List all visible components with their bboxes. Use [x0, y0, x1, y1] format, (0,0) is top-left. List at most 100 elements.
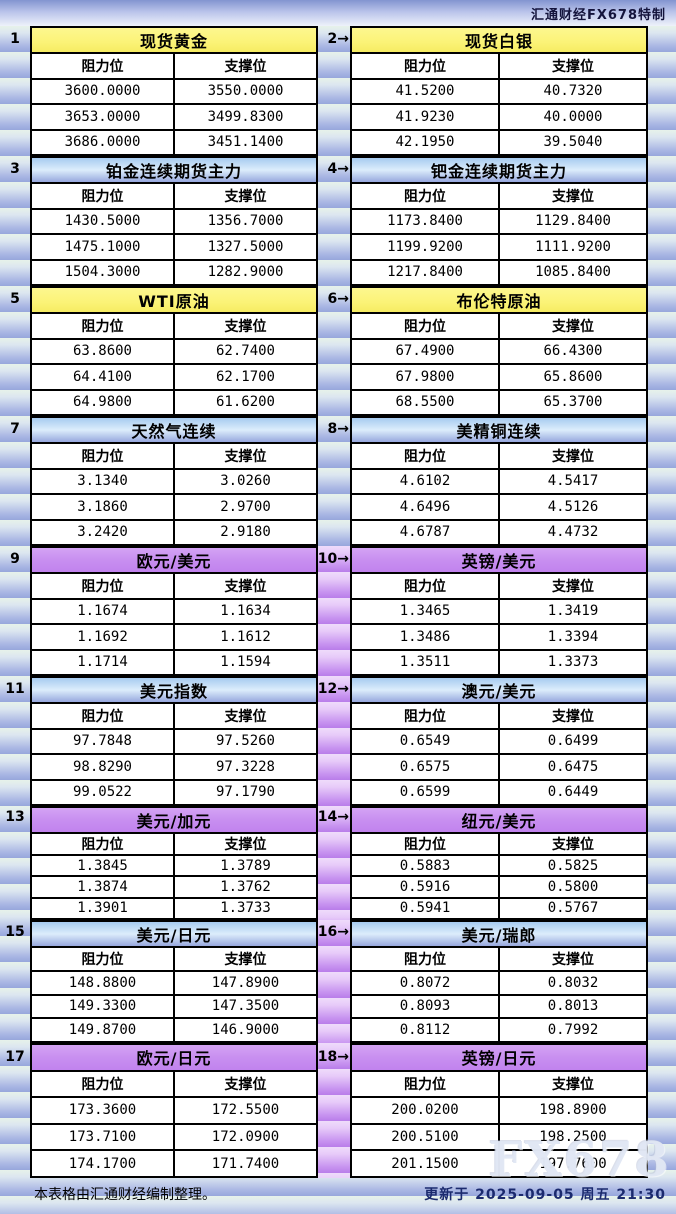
resistance-header: 阻力位: [352, 704, 500, 728]
table-row: 98.8290 97.3228: [32, 753, 316, 779]
instrument-title: 欧元/美元: [32, 548, 316, 574]
table-row: 1.3874 1.3762: [32, 875, 316, 897]
support-header: 支撑位: [224, 578, 267, 595]
resistance-value: 64.4100: [32, 365, 175, 389]
resistance-value: 1.3511: [352, 650, 500, 674]
right-margin: [648, 806, 676, 920]
table-row: 0.5941 0.5767: [352, 896, 646, 918]
resistance-value: 148.8800: [32, 971, 175, 994]
panel-index-label: 18→: [317, 1048, 349, 1065]
table-row: 1.3901 1.3733: [32, 896, 316, 918]
support-value: 62.7400: [215, 343, 275, 360]
support-value: 3550.0000: [207, 83, 284, 100]
table-row: 1199.9200 1111.9200: [352, 233, 646, 259]
table-row: 67.9800 65.8600: [352, 363, 646, 389]
center-index-column: 6→: [318, 286, 350, 416]
support-value: 97.3228: [215, 758, 275, 775]
resistance-value: 0.8093: [352, 995, 500, 1018]
right-margin: [648, 1043, 676, 1178]
resistance-value: 98.8290: [32, 755, 175, 779]
column-header-row: 阻力位 支撑位: [352, 314, 646, 338]
support-value: 1.3394: [547, 628, 599, 645]
support-value: 3451.1400: [207, 134, 284, 151]
right-margin: [648, 156, 676, 286]
resistance-value: 67.4900: [352, 339, 500, 363]
resistance-header: 阻力位: [352, 184, 500, 208]
table-row: 1.3511 1.3373: [352, 648, 646, 674]
left-index-column: 1: [0, 26, 30, 156]
column-header-row: 阻力位 支撑位: [352, 184, 646, 208]
resistance-value: 0.5883: [352, 856, 500, 876]
table-row: 64.4100 62.1700: [32, 363, 316, 389]
center-index-column: 8→: [318, 416, 350, 546]
table-row: 42.1950 39.5040: [352, 128, 646, 154]
table-row: 200.5100 198.2500: [352, 1122, 646, 1150]
support-value: 0.6475: [547, 758, 599, 775]
instrument-panel: 天然气连续 阻力位 支撑位 3.1340 3.0260 3.1860 2.970…: [30, 416, 318, 546]
right-margin: [648, 286, 676, 416]
brand-credit: 汇通财经FX678特制: [530, 7, 666, 23]
resistance-value: 1.3845: [32, 856, 175, 876]
left-index-column: 11: [0, 676, 30, 806]
table-row: 173.7100 172.0900: [32, 1122, 316, 1150]
resistance-value: 200.0200: [352, 1098, 500, 1123]
resistance-value: 41.5200: [352, 79, 500, 103]
resistance-value: 1.1692: [32, 625, 175, 649]
support-value: 198.2500: [539, 1129, 607, 1146]
table-row: 41.5200 40.7320: [352, 77, 646, 103]
support-header: 支撑位: [552, 448, 594, 465]
resistance-value: 3.1340: [32, 469, 175, 493]
support-value: 65.8600: [543, 368, 603, 385]
footer-note: 本表格由汇通财经编制整理。: [34, 1187, 216, 1203]
right-margin: [648, 676, 676, 806]
table-row: 1430.5000 1356.7000: [32, 207, 316, 233]
panel-index-label: 16→: [317, 924, 349, 941]
support-value: 61.6200: [215, 394, 275, 411]
support-value: 0.8013: [547, 998, 599, 1015]
instrument-title: 美精铜连续: [352, 418, 646, 444]
panel-index-label: 8→: [327, 421, 349, 437]
support-header: 支撑位: [224, 1076, 267, 1093]
panel-index-label: 10→: [317, 551, 349, 567]
support-value: 1.3762: [220, 878, 271, 895]
resistance-value: 173.3600: [32, 1098, 175, 1123]
support-header: 支撑位: [224, 188, 267, 205]
panel-pair-section: 13 美元/加元 阻力位 支撑位 1.3845 1.3789 1.3874 1.…: [0, 806, 676, 920]
instrument-title: 布伦特原油: [352, 288, 646, 314]
table-row: 1.1714 1.1594: [32, 648, 316, 674]
resistance-value: 1.3901: [32, 898, 175, 918]
resistance-value: 42.1950: [352, 130, 500, 154]
footer: 本表格由汇通财经编制整理。 更新于 2025-09-05 周五 21:30: [0, 1178, 676, 1214]
support-value: 147.8900: [211, 974, 280, 991]
resistance-value: 3600.0000: [32, 79, 175, 103]
instrument-title: 英镑/美元: [352, 548, 646, 574]
left-index-column: 17: [0, 1043, 30, 1178]
support-header: 支撑位: [552, 837, 594, 853]
panel-index-label: 9: [10, 551, 20, 567]
support-value: 197.7600: [539, 1155, 607, 1172]
panel-pair-section: 11 美元指数 阻力位 支撑位 97.7848 97.5260 98.8290 …: [0, 676, 676, 806]
support-value: 66.4300: [543, 343, 603, 360]
resistance-value: 0.8072: [352, 971, 500, 994]
resistance-header: 阻力位: [32, 54, 175, 78]
right-margin: [648, 546, 676, 676]
instrument-panel: 美元/日元 阻力位 支撑位 148.8800 147.8900 149.3300…: [30, 920, 318, 1043]
resistance-header: 阻力位: [32, 314, 175, 338]
table-row: 4.6787 4.4732: [352, 518, 646, 544]
instrument-panel: 纽元/美元 阻力位 支撑位 0.5883 0.5825 0.5916 0.580…: [350, 806, 648, 920]
instrument-title: 美元/加元: [32, 808, 316, 834]
resistance-value: 1173.8400: [352, 209, 500, 233]
panel-index-label: 6→: [327, 291, 349, 307]
table-row: 63.8600 62.7400: [32, 337, 316, 363]
right-margin: [648, 26, 676, 156]
column-header-row: 阻力位 支撑位: [32, 314, 316, 338]
resistance-header: 阻力位: [352, 444, 500, 468]
panel-index-label: 14→: [317, 809, 349, 826]
center-index-column: 16→: [318, 920, 350, 1043]
table-row: 1504.3000 1282.9000: [32, 258, 316, 284]
resistance-header: 阻力位: [352, 314, 500, 338]
table-row: 1475.1000 1327.5000: [32, 233, 316, 259]
column-header-row: 阻力位 支撑位: [32, 184, 316, 208]
price-board: 1 现货黄金 阻力位 支撑位 3600.0000 3550.0000 3653.…: [0, 26, 676, 1178]
column-header-row: 阻力位 支撑位: [32, 948, 316, 970]
